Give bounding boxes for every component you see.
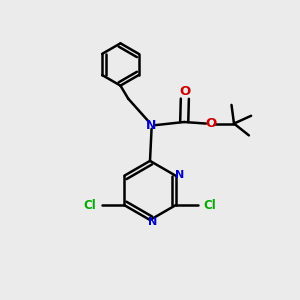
Text: Cl: Cl	[204, 199, 216, 212]
Text: N: N	[146, 118, 157, 132]
Text: O: O	[206, 117, 217, 130]
Text: Cl: Cl	[84, 199, 96, 212]
Text: N: N	[148, 217, 158, 226]
Text: O: O	[179, 85, 190, 98]
Text: N: N	[175, 170, 184, 180]
